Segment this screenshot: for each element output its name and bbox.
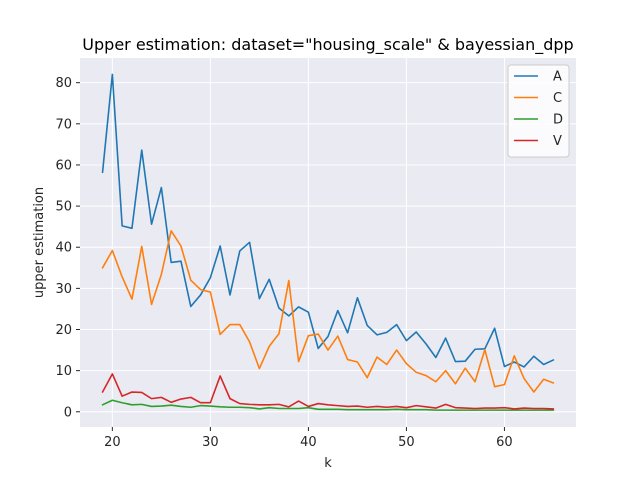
series-layer [101, 73, 555, 411]
x-tick-label: 30 [202, 435, 219, 450]
legend-box [507, 64, 570, 158]
y-tick-label: 10 [55, 364, 72, 379]
plot-area [80, 58, 576, 427]
legend-label-D: D [553, 113, 563, 128]
x-tick-label: 50 [398, 435, 415, 450]
legend-label-C: C [553, 91, 562, 106]
legend-label-A: A [553, 70, 562, 85]
legend-label-V: V [553, 134, 562, 149]
x-tick-label: 60 [496, 435, 513, 450]
chart-title: Upper estimation: dataset="housing_scale… [82, 35, 573, 55]
series-line-V [101, 373, 555, 410]
x-tick-label: 40 [300, 435, 317, 450]
y-tick-label: 80 [55, 76, 72, 91]
y-tick-label: 60 [55, 158, 72, 173]
y-tick-label: 40 [55, 241, 72, 256]
y-axis-ticks: 0 10 20 30 40 50 60 70 80 [55, 76, 80, 420]
y-tick-label: 0 [64, 405, 72, 420]
y-tick-label: 50 [55, 200, 72, 215]
series-line-C [101, 229, 555, 393]
x-axis-label: k [324, 456, 332, 471]
grid [80, 58, 576, 427]
y-tick-label: 30 [55, 282, 72, 297]
x-tick-label: 20 [104, 435, 121, 450]
y-tick-label: 70 [55, 117, 72, 132]
x-axis-ticks: 20 30 40 50 60 [104, 427, 513, 450]
series-line-A [101, 73, 555, 368]
series-line-D [101, 399, 555, 411]
y-tick-label: 20 [55, 323, 72, 338]
y-axis-label: upper estimation [32, 187, 47, 298]
